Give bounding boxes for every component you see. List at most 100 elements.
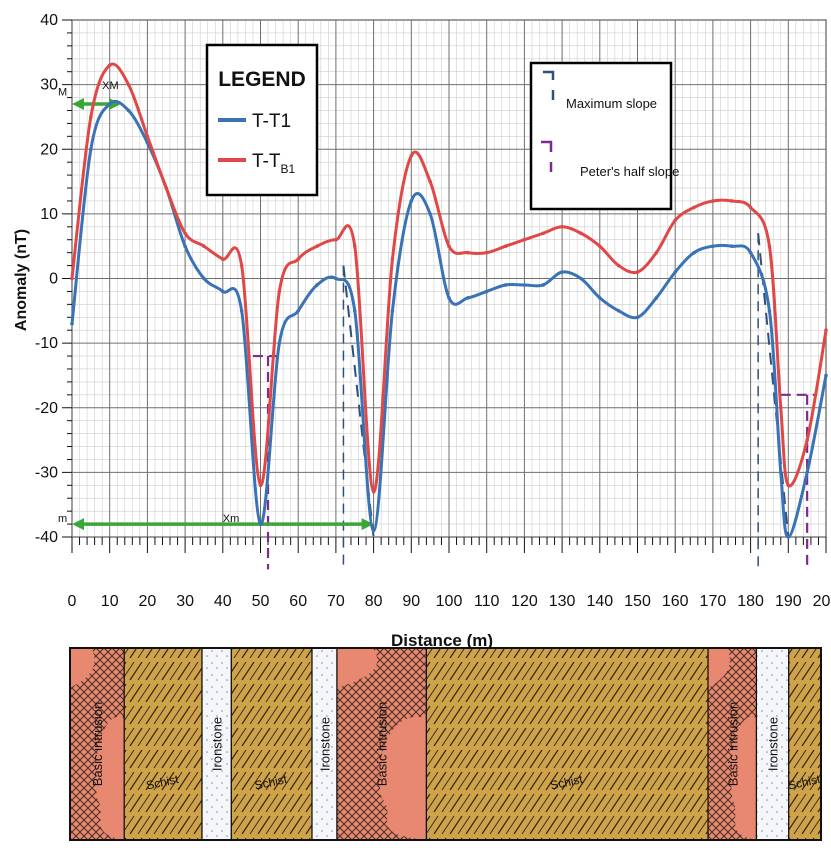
ironstone-fill xyxy=(755,647,790,841)
x-tick-label: 160 xyxy=(662,593,689,610)
geology-label: Ironstone xyxy=(317,717,332,771)
series-point xyxy=(484,250,489,255)
basic-intrusion-hatch xyxy=(70,648,125,840)
x-tick-label: 200 xyxy=(813,593,831,610)
annotation-label: M xyxy=(58,87,67,99)
series-point xyxy=(579,276,583,281)
plot-area: 0 10 20 30 40 50 60 70 80 90 100 110 120 130 140 150 160… xyxy=(35,12,831,610)
y-tick-label: 10 xyxy=(40,206,58,223)
annotation-label: XM xyxy=(102,80,119,92)
series-point xyxy=(748,205,753,210)
geology-label: Ironstone xyxy=(766,717,781,771)
series-point xyxy=(277,341,282,345)
series-point xyxy=(202,244,206,248)
y-tick-label: 20 xyxy=(40,141,58,158)
series-point xyxy=(409,153,414,158)
series-point xyxy=(598,296,602,300)
series-point xyxy=(692,250,696,255)
y-tick-label: 0 xyxy=(49,271,58,288)
schist-fill xyxy=(425,647,709,841)
x-tick-label: 10 xyxy=(101,593,119,610)
geology-label: Schist xyxy=(253,772,289,793)
legend-title: LEGEND xyxy=(218,68,306,91)
series-point xyxy=(466,250,470,255)
x-tick-label: 60 xyxy=(289,593,307,610)
geology-unit-basic: Basic intrusion xyxy=(336,647,428,841)
series-point xyxy=(673,218,677,223)
series-point xyxy=(805,438,809,442)
x-tick-label: 100 xyxy=(436,593,463,610)
series-point xyxy=(409,199,414,203)
series-point xyxy=(711,244,715,248)
geology-label: Basic intrusion xyxy=(725,702,740,787)
series-point xyxy=(541,231,546,236)
series-point xyxy=(70,276,74,281)
legend-label-t-tb1-main: T-T xyxy=(252,151,281,172)
geology-label: Basic intrusion xyxy=(90,702,105,787)
series-point xyxy=(126,82,131,87)
schist-fill xyxy=(788,647,822,841)
geology-label: Ironstone xyxy=(210,717,225,771)
geology-section: Basic intrusion Schist Ironstone Schist Iron… xyxy=(69,647,822,841)
series-point xyxy=(484,289,489,294)
xm-arrow-upper-head-left xyxy=(72,98,84,111)
geology-unit-ironstone: Ironstone xyxy=(755,647,790,841)
series-point xyxy=(824,373,828,378)
series-point xyxy=(729,199,734,203)
series-point xyxy=(107,102,112,106)
series-point xyxy=(673,270,677,274)
series-point xyxy=(428,179,432,184)
x-tick-label: 150 xyxy=(624,593,651,610)
slope-legend: Maximum slope Peter's half slope xyxy=(529,61,679,211)
series-point xyxy=(296,309,301,313)
basic-intrusion-hatch xyxy=(336,648,427,840)
y-axis-label: Anomaly (nT) xyxy=(13,229,30,331)
annotations: M XM m Xm xyxy=(58,80,239,525)
geology-unit-basic: Basic intrusion xyxy=(707,647,758,841)
y-tick-label: 30 xyxy=(40,77,58,94)
series-point xyxy=(805,470,809,475)
series-point xyxy=(711,199,715,203)
legend: LEGEND T-T1 T-TB1 xyxy=(205,43,319,197)
x-tick-label: 140 xyxy=(586,593,613,610)
series-point xyxy=(598,244,602,248)
x-axis-ticks xyxy=(71,537,827,553)
series-point xyxy=(89,147,93,152)
series-point xyxy=(466,296,470,300)
series-point xyxy=(352,244,357,248)
x-tick-label: 50 xyxy=(252,593,270,610)
series-point xyxy=(390,257,395,261)
y-tick-label: -20 xyxy=(35,400,58,417)
series-point xyxy=(221,289,225,294)
series-point xyxy=(692,205,696,210)
series-point xyxy=(183,244,187,248)
series-point xyxy=(277,289,282,294)
geology-unit-schist: Schist xyxy=(787,647,822,841)
x-tick-label: 30 xyxy=(176,593,194,610)
xm-arrow-lower-head-right xyxy=(361,518,374,531)
xm-arrow-lower-head-left xyxy=(72,518,84,531)
peters-half-slope-symbol xyxy=(541,140,553,172)
series-point xyxy=(334,276,338,281)
series-point xyxy=(447,244,451,248)
x-tick-label: 110 xyxy=(474,593,500,610)
series-point xyxy=(778,470,783,475)
series-point xyxy=(786,483,791,488)
geology-unit-ironstone: Ironstone xyxy=(311,647,338,841)
series-point xyxy=(239,263,244,268)
series-point xyxy=(315,283,319,287)
series-point xyxy=(729,244,734,248)
x-tick-label: 170 xyxy=(700,593,727,610)
series-point xyxy=(183,231,187,236)
series-point xyxy=(258,483,263,488)
series-point xyxy=(447,296,451,300)
series-point xyxy=(296,257,301,261)
slope-legend-frame xyxy=(529,61,673,211)
series-point xyxy=(778,405,783,410)
x-tick-label: 190 xyxy=(775,593,802,610)
series-point xyxy=(89,115,93,119)
series-point xyxy=(560,225,564,229)
x-tick-label: 40 xyxy=(214,593,232,610)
series-point xyxy=(315,244,319,248)
